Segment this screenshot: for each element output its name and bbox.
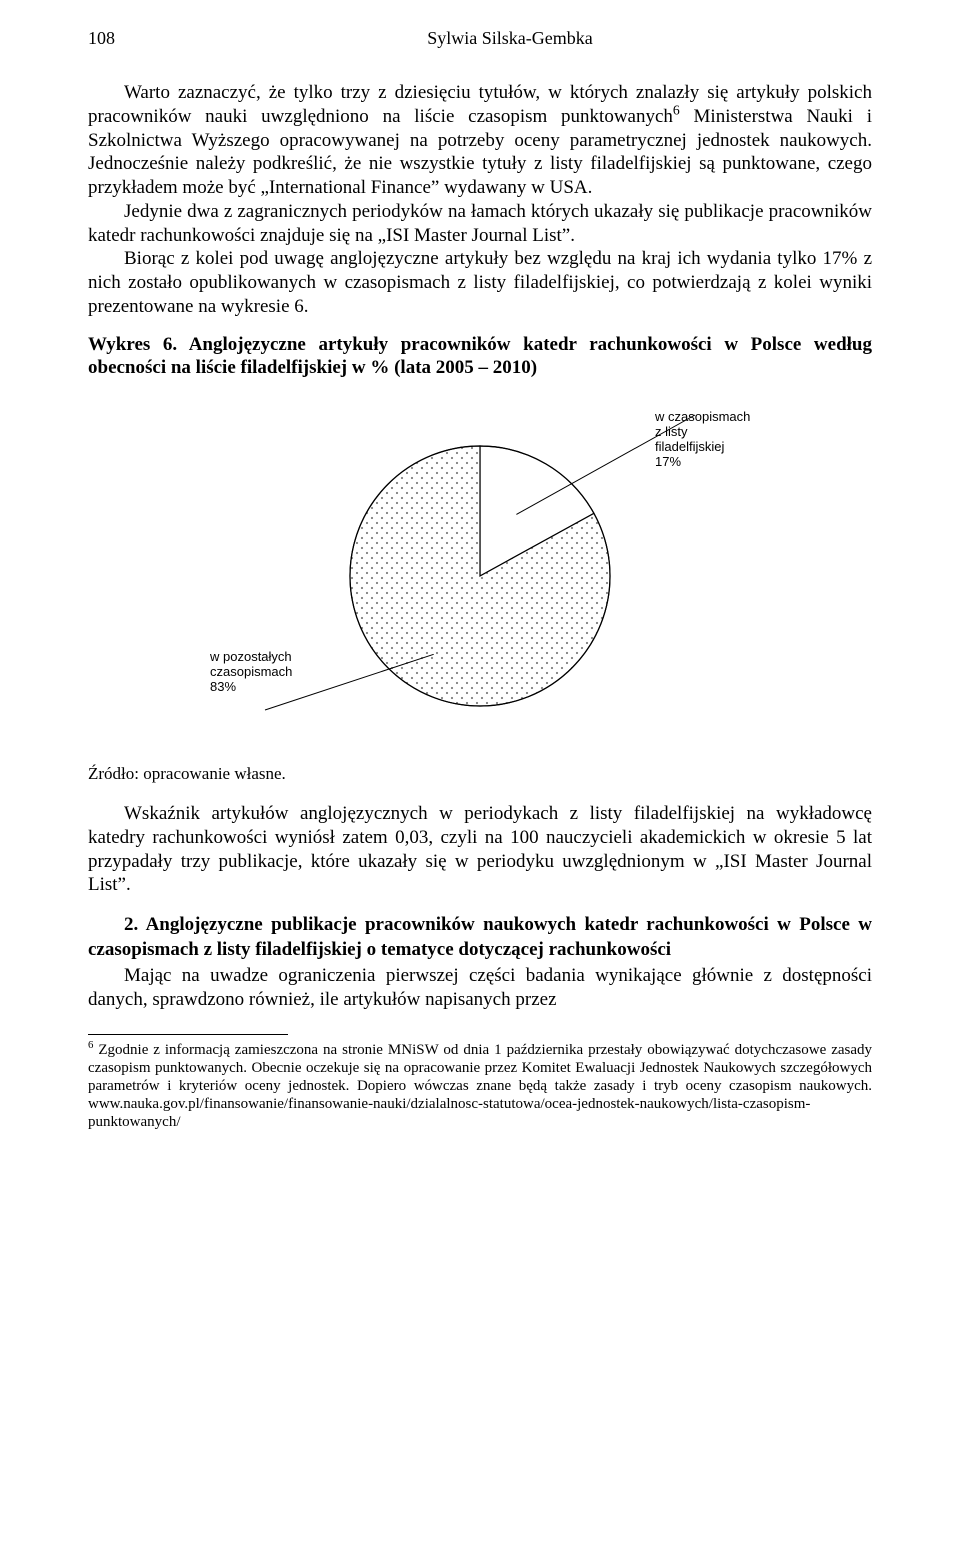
- pie-label-isi-line2: filadelfijskiej: [655, 439, 724, 454]
- pie-label-remaining-line1: czasopismach: [210, 664, 292, 679]
- pie-chart: w pozostałychczasopismach83% w czasopisma…: [200, 386, 760, 746]
- chart-title: Wykres 6. Anglojęzyczne artykuły pracown…: [88, 333, 872, 381]
- pie-label-remaining-line2: 83%: [210, 679, 236, 694]
- footnote-6: 6 Zgodnie z informacją zamieszczona na s…: [88, 1041, 872, 1131]
- page-number: 108: [88, 28, 148, 49]
- footnote-ref-6: 6: [673, 102, 680, 117]
- paragraph-3: Biorąc z kolei pod uwagę anglojęzyczne a…: [88, 247, 872, 318]
- paragraph-2: Jedynie dwa z zagranicznych periodyków n…: [88, 200, 872, 248]
- page: 108 Sylwia Silska-Gembka Warto zaznaczyć…: [0, 0, 960, 1566]
- pie-label-isi-line1: z listy: [655, 424, 688, 439]
- pie-label-isi-line3: 17%: [655, 454, 681, 469]
- running-author: Sylwia Silska-Gembka: [148, 28, 872, 49]
- source-line: Źródło: opracowanie własne.: [88, 764, 872, 784]
- paragraph-5: Mając na uwadze ograniczenia pierwszej c…: [88, 964, 872, 1012]
- section-2-title: 2. Anglojęzyczne publikacje pracowników …: [88, 913, 872, 962]
- pie-label-isi-line0: w czasopismach: [654, 409, 750, 424]
- paragraph-4: Wskaźnik artykułów anglojęzycznych w per…: [88, 802, 872, 897]
- footnote-marker: 6: [88, 1039, 93, 1051]
- footnote-rule: [88, 1034, 288, 1035]
- pie-label-remaining-line0: w pozostałych: [209, 649, 292, 664]
- footnote-text: Zgodnie z informacją zamieszczona na str…: [88, 1042, 872, 1130]
- running-head: 108 Sylwia Silska-Gembka: [88, 28, 872, 49]
- pie-chart-container: w pozostałychczasopismach83% w czasopisma…: [88, 386, 872, 746]
- paragraph-1: Warto zaznaczyć, że tylko trzy z dziesię…: [88, 81, 872, 200]
